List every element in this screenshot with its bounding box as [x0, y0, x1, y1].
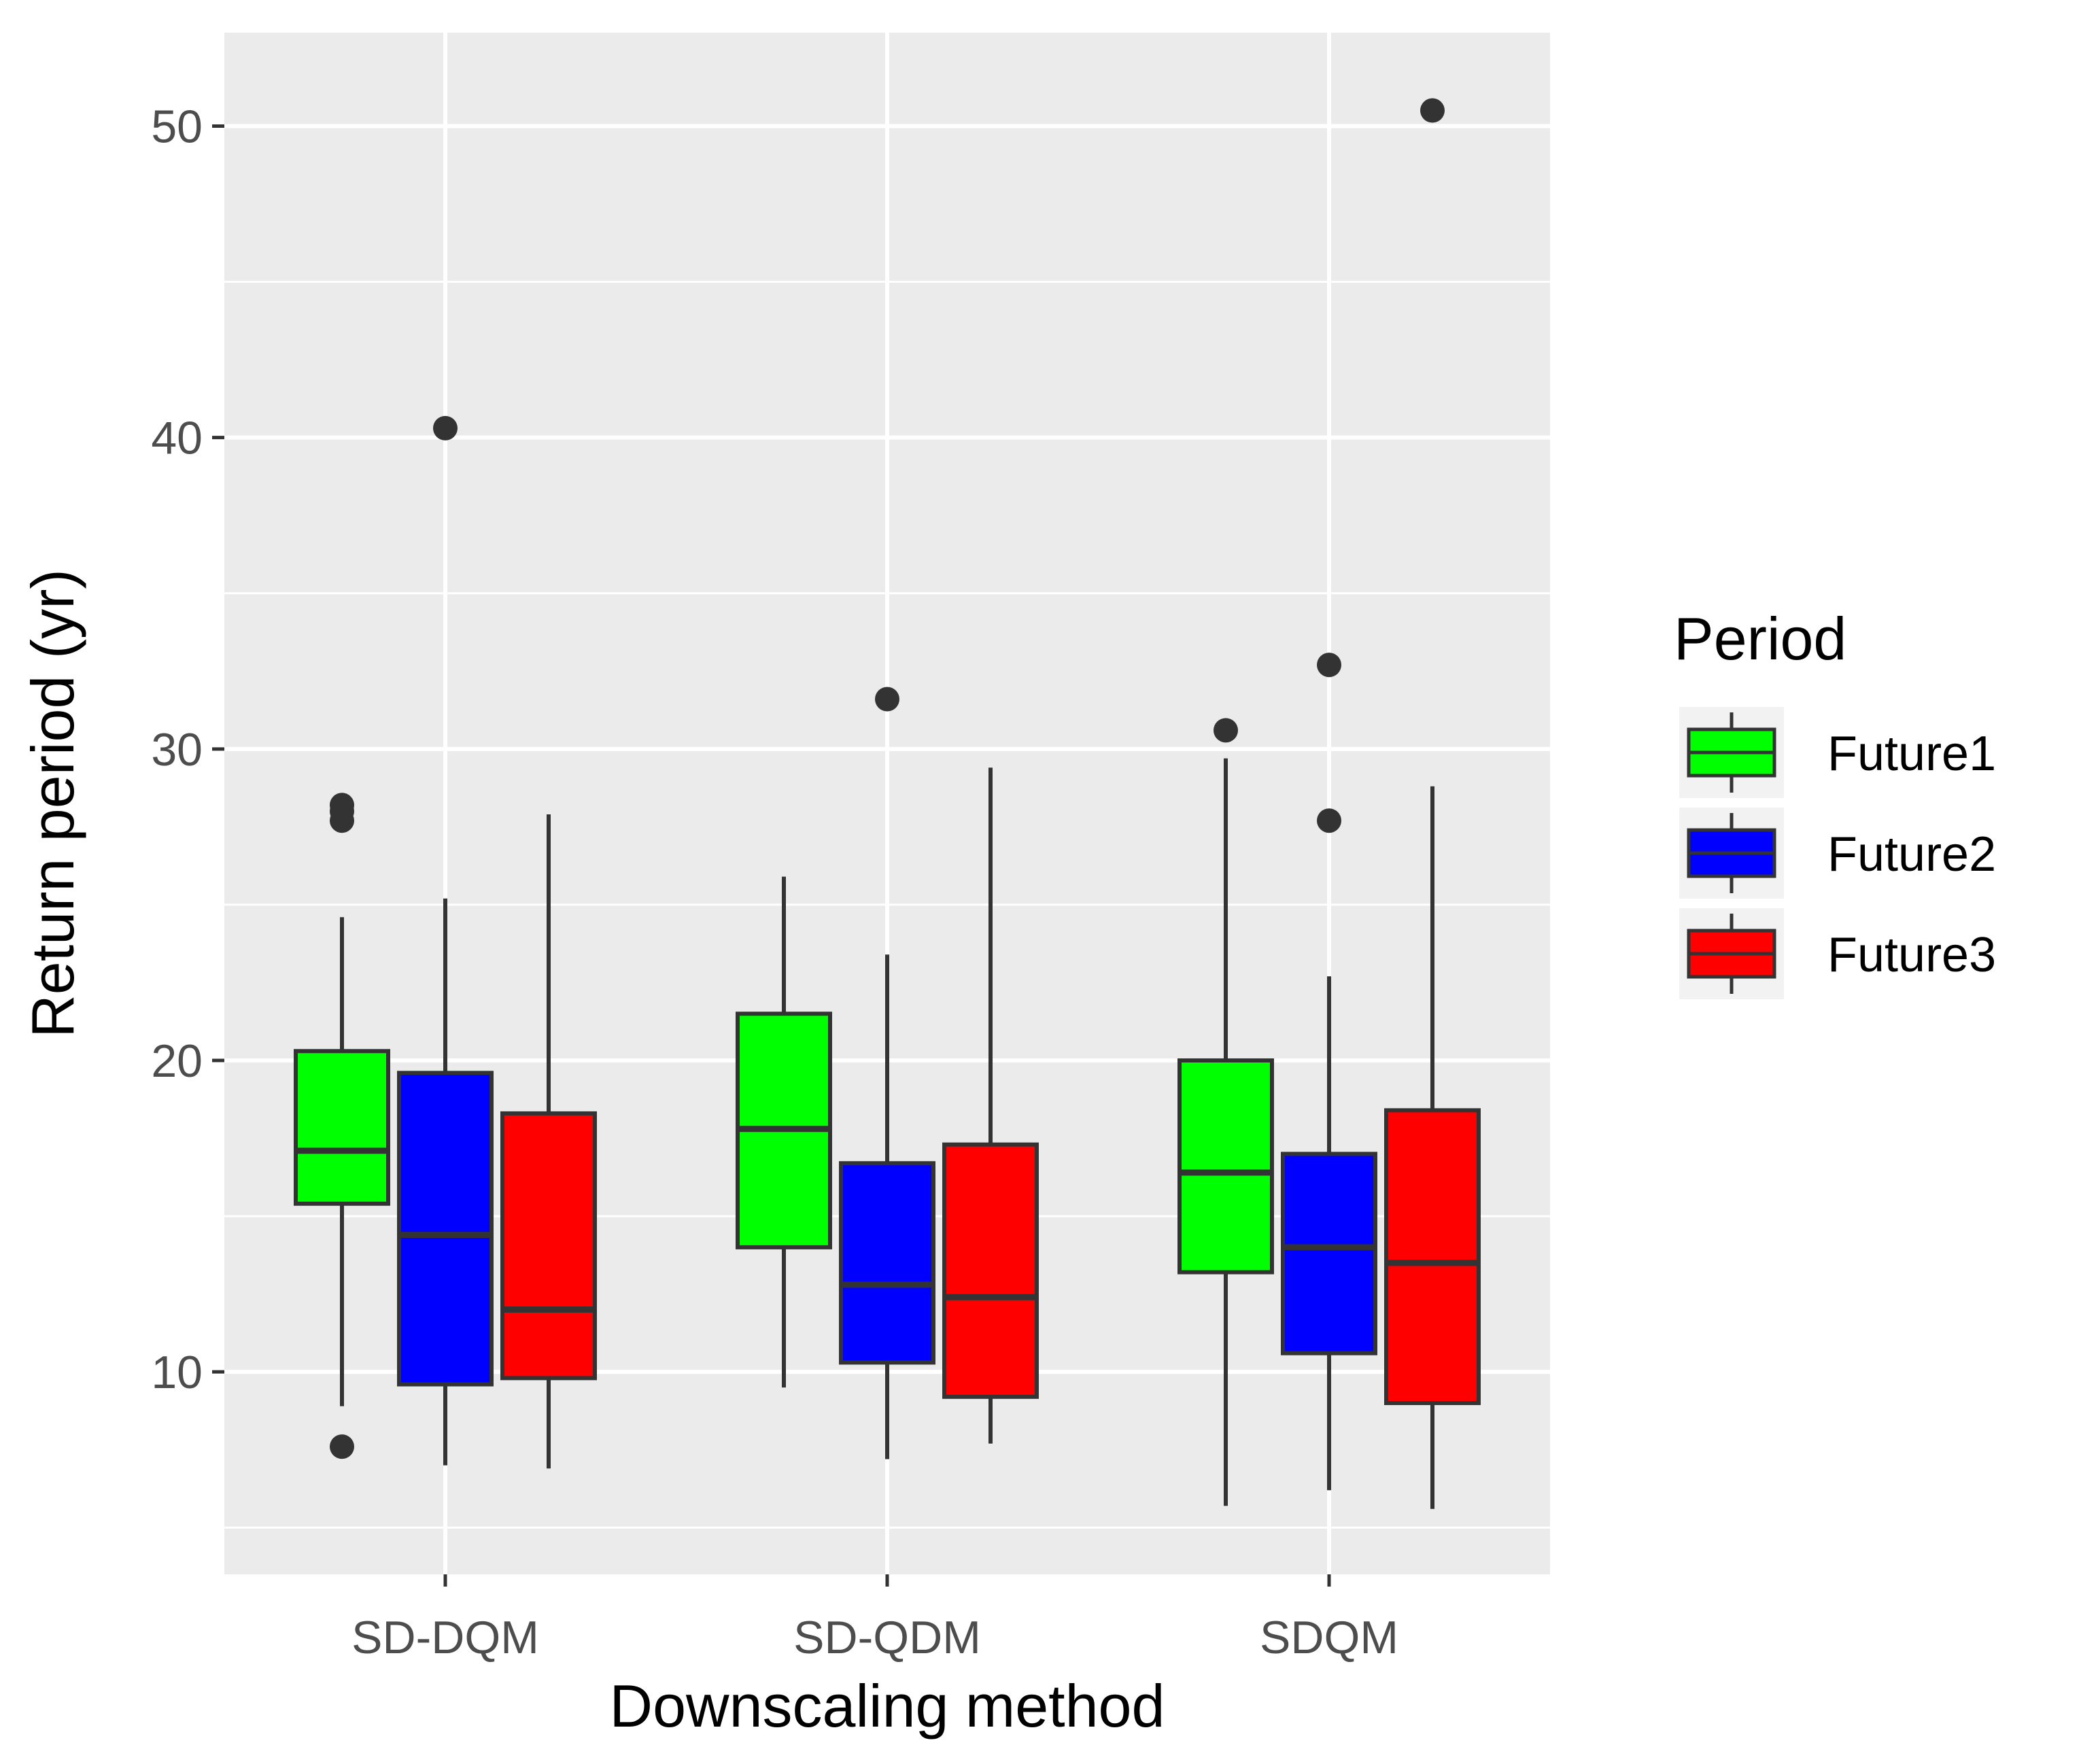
box-body — [839, 1161, 935, 1365]
box-future1-sdqm — [1177, 718, 1274, 1506]
legend-item-future1: Future1 — [1679, 707, 1996, 798]
x-axis: SD-DQM SD-QDM SDQM — [351, 1574, 1398, 1663]
box-future1-sd-dqm — [294, 793, 390, 1459]
box-future3-sd-dqm — [500, 814, 597, 1469]
box-body — [500, 1111, 597, 1381]
outlier-point — [330, 1434, 354, 1459]
box-future3-sd-qdm — [942, 767, 1039, 1444]
y-tick-label: 50 — [151, 101, 203, 152]
legend-label: Future2 — [1827, 827, 1996, 882]
outlier-point — [875, 687, 899, 712]
outlier-point — [1317, 653, 1341, 678]
x-tick-label: SD-DQM — [351, 1612, 539, 1663]
outlier-point — [1214, 718, 1238, 743]
box-body — [1384, 1108, 1481, 1405]
x-axis-title: Downscaling method — [610, 1672, 1165, 1740]
legend: Period Future1 Future2 Future3 — [1674, 605, 1996, 999]
x-tick-label: SD-QDM — [793, 1612, 981, 1663]
outlier-point — [1317, 808, 1341, 833]
y-tick-label: 20 — [151, 1035, 203, 1087]
y-axis: 10 20 30 40 50 — [151, 101, 224, 1398]
box-body — [397, 1071, 494, 1387]
x-tick-label: SDQM — [1260, 1612, 1398, 1663]
legend-label: Future1 — [1827, 727, 1996, 781]
box-body — [1281, 1152, 1377, 1355]
legend-title: Period — [1674, 605, 1846, 672]
box-body — [1177, 1058, 1274, 1275]
box-future2-sd-qdm — [839, 687, 935, 1459]
box-future2-sdqm — [1281, 653, 1377, 1491]
outlier-point — [1420, 98, 1445, 123]
outlier-point — [433, 415, 458, 440]
box-future3-sdqm — [1384, 98, 1481, 1509]
legend-item-future2: Future2 — [1679, 808, 1996, 899]
y-tick-label: 10 — [151, 1347, 203, 1398]
box-future1-sd-qdm — [736, 876, 832, 1388]
box-body — [294, 1049, 390, 1206]
outlier-point — [330, 793, 354, 818]
box-layer — [294, 98, 1481, 1509]
legend-label: Future3 — [1827, 928, 1996, 982]
y-axis-title: Return period (yr) — [19, 569, 86, 1038]
y-tick-label: 40 — [151, 413, 203, 464]
box-future2-sd-dqm — [397, 415, 494, 1466]
legend-item-future3: Future3 — [1679, 908, 1996, 999]
y-tick-label: 30 — [151, 724, 203, 776]
box-body — [942, 1142, 1039, 1399]
